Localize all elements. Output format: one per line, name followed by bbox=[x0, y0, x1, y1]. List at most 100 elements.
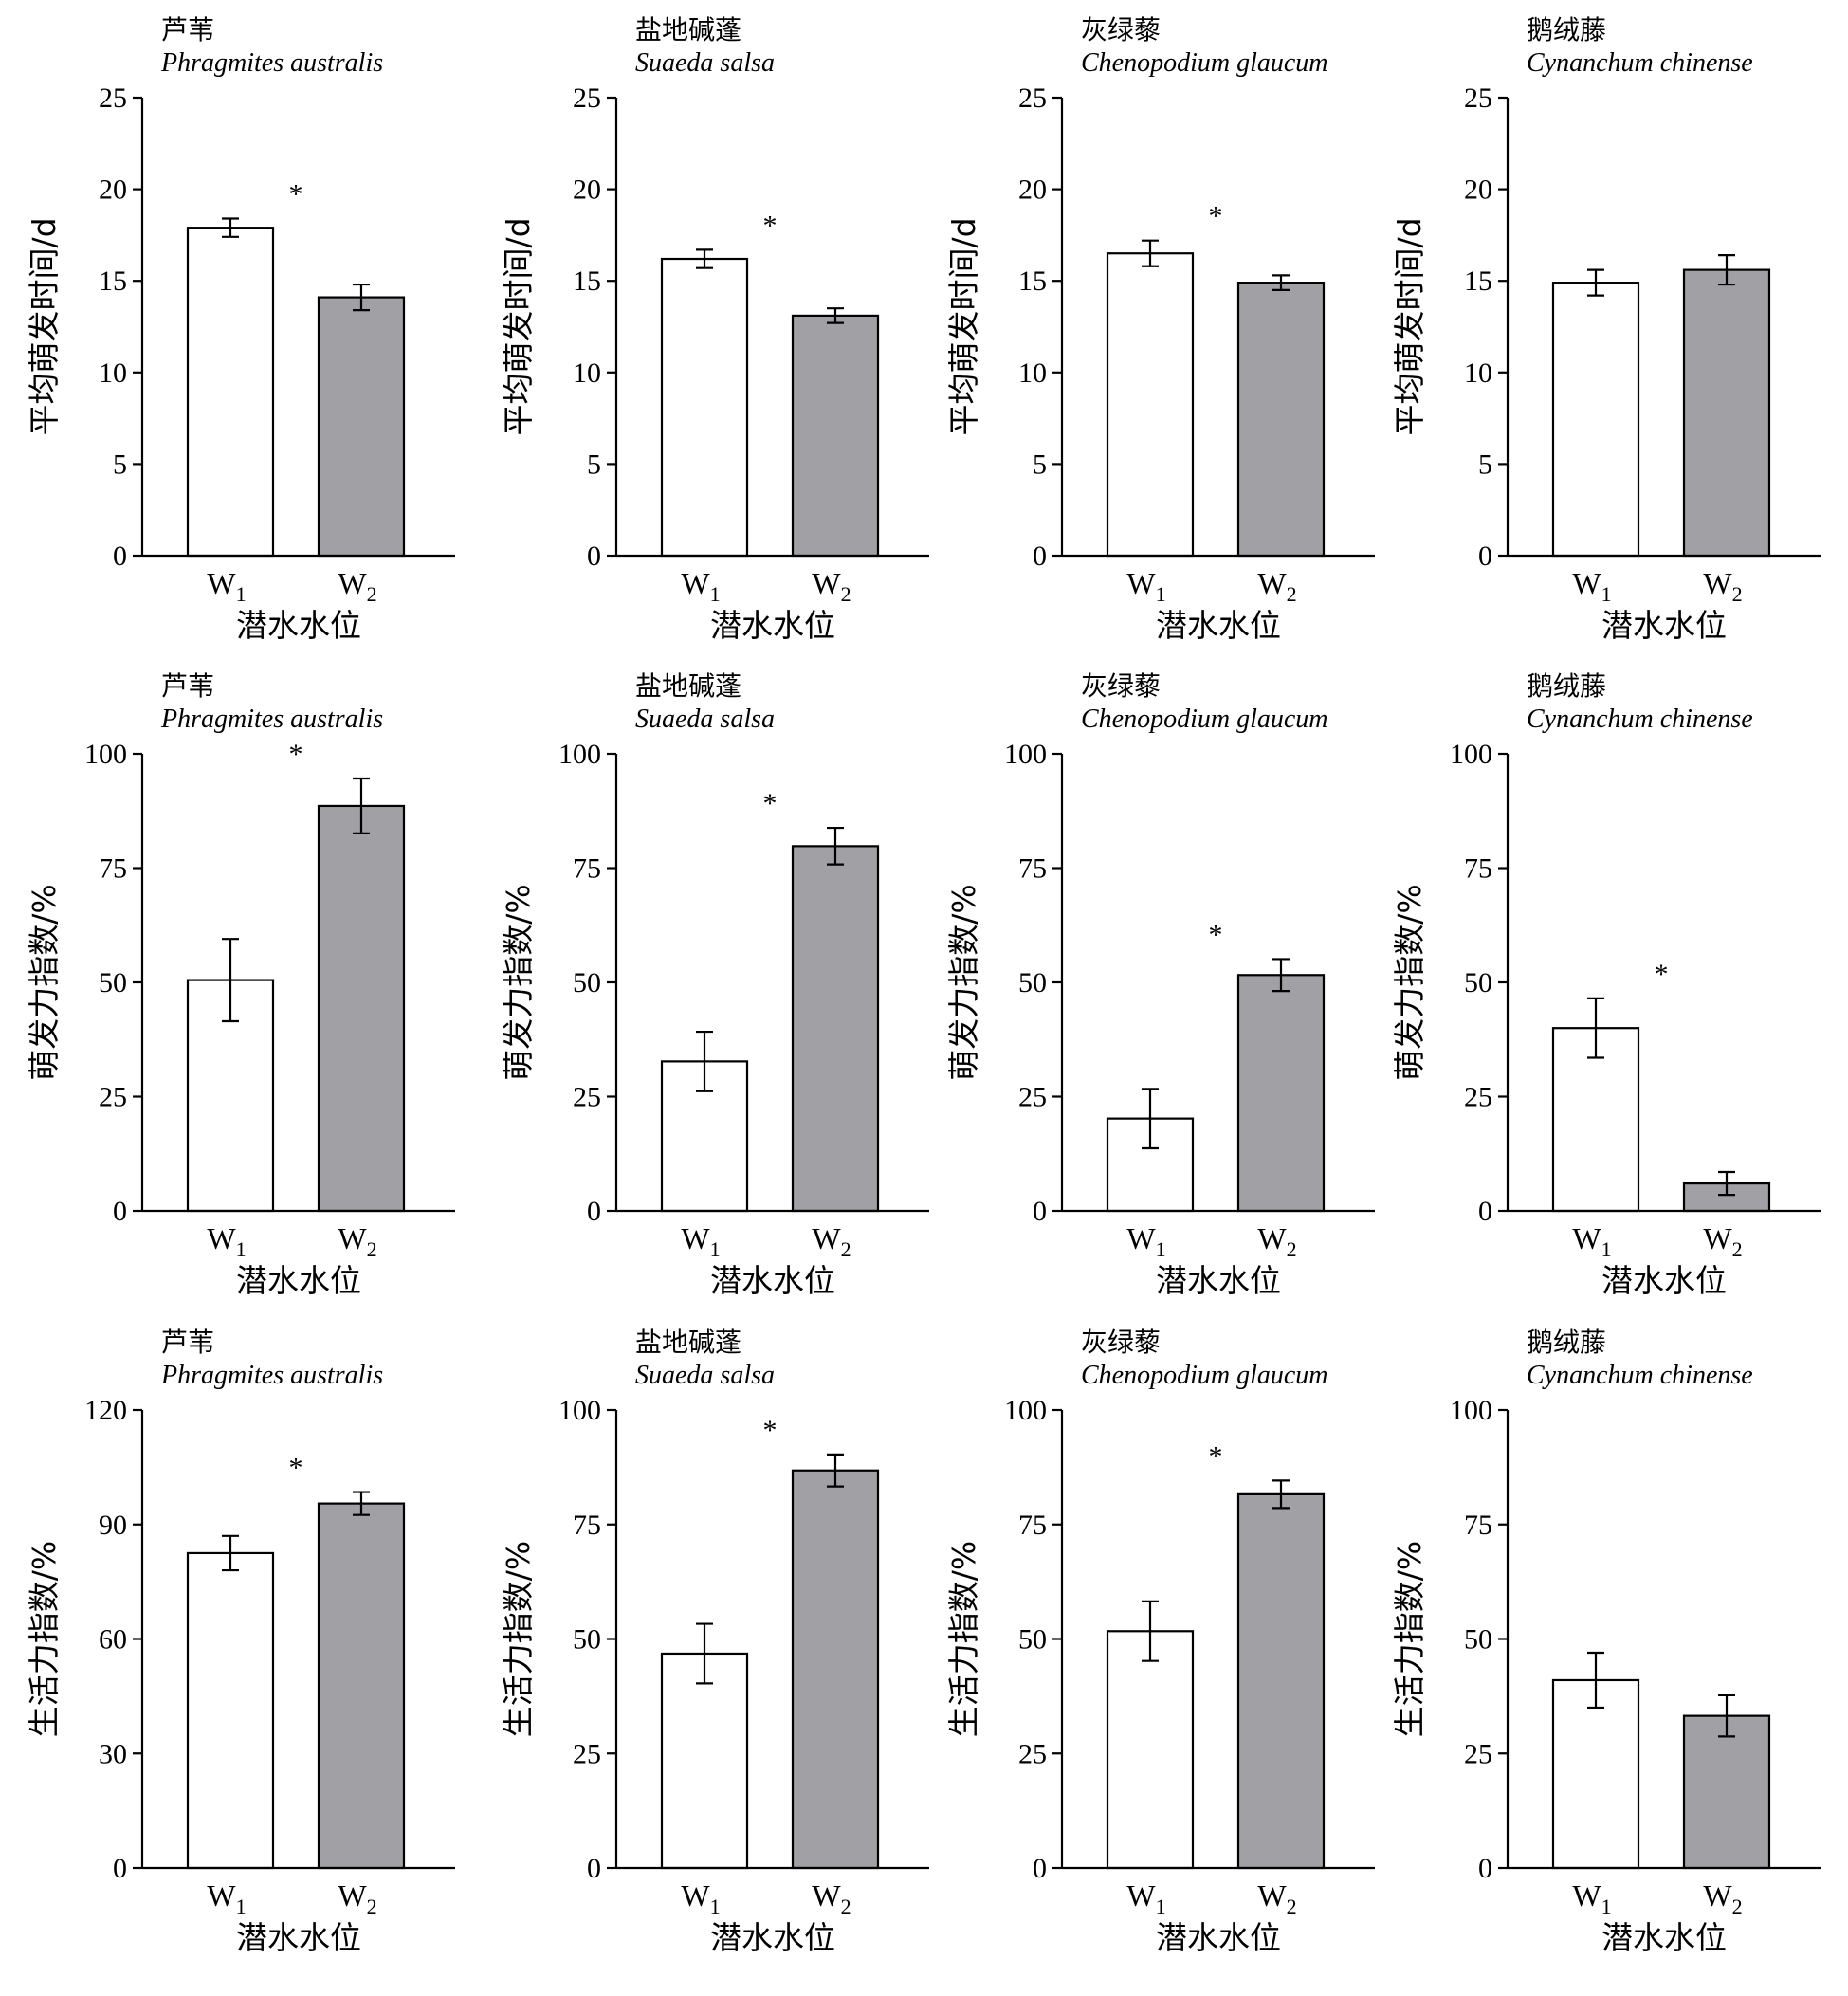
y-tick-label: 0 bbox=[1478, 1853, 1492, 1884]
bar-w2 bbox=[317, 296, 406, 558]
significance-marker: * bbox=[763, 210, 778, 241]
y-tick-label: 0 bbox=[1033, 1853, 1047, 1884]
y-tick-label: 20 bbox=[1464, 174, 1492, 206]
y-tick-label: 50 bbox=[1464, 967, 1492, 998]
y-axis-label: 平均萌发时间/d bbox=[26, 217, 63, 435]
y-tick-label: 100 bbox=[558, 739, 601, 770]
chart-8: 鹅绒藤 Cynanchum chinense 0 25 50 75 100 W1 W2 * 潜水水位… bbox=[1391, 670, 1821, 1299]
x-tick-label: W2 bbox=[1257, 1221, 1296, 1261]
y-tick-label: 25 bbox=[1018, 1738, 1047, 1769]
chart-title-latin: Cynanchum chinense bbox=[1527, 705, 1753, 734]
y-tick-label: 10 bbox=[99, 357, 127, 389]
bar-w2 bbox=[1236, 974, 1326, 1213]
x-tick-label: W1 bbox=[681, 1221, 720, 1261]
bar-w1 bbox=[186, 227, 275, 558]
y-tick-label: 25 bbox=[573, 82, 601, 114]
chart-10: 盐地碱蓬 Suaeda salsa 0 25 50 75 100 W1 W2 * 潜水水位 生活力指数… bbox=[500, 1327, 929, 1956]
chart-title-latin: Suaeda salsa bbox=[635, 705, 775, 734]
y-tick-label: 75 bbox=[1018, 853, 1047, 885]
y-axis-label: 平均萌发时间/d bbox=[1391, 217, 1428, 435]
significance-marker: * bbox=[289, 739, 303, 770]
y-axis-label: 生活力指数/% bbox=[945, 1541, 982, 1737]
y-tick-label: 0 bbox=[1478, 540, 1492, 572]
y-tick-label: 0 bbox=[1478, 1196, 1492, 1227]
chart-5: 芦苇 Phragmites australis 0 25 50 75 100 W1 W2 * 潜水水… bbox=[26, 670, 455, 1299]
chart-title-cn: 盐地碱蓬 bbox=[635, 1327, 741, 1358]
y-tick-label: 100 bbox=[84, 739, 127, 770]
y-tick-label: 25 bbox=[1018, 82, 1047, 114]
chart-title-latin: Phragmites australis bbox=[160, 48, 383, 78]
chart-title-latin: Phragmites australis bbox=[160, 705, 383, 734]
chart-title-latin: Cynanchum chinense bbox=[1527, 1361, 1753, 1390]
bar-w2 bbox=[1682, 1714, 1771, 1870]
x-tick-label: W2 bbox=[1703, 566, 1742, 606]
x-tick-label: W2 bbox=[338, 566, 376, 606]
y-tick-label: 20 bbox=[1018, 174, 1047, 206]
y-tick-label: 15 bbox=[1464, 266, 1492, 297]
y-tick-label: 0 bbox=[1033, 1196, 1047, 1227]
chart-title-cn: 芦苇 bbox=[161, 1327, 214, 1358]
x-axis-label: 潜水水位 bbox=[1156, 607, 1281, 644]
x-tick-label: W2 bbox=[338, 1221, 376, 1261]
y-tick-label: 25 bbox=[1018, 1082, 1047, 1113]
y-tick-label: 100 bbox=[558, 1395, 601, 1426]
bar-w2 bbox=[791, 1469, 880, 1870]
x-axis-label: 潜水水位 bbox=[1156, 1262, 1281, 1299]
x-tick-label: W1 bbox=[1126, 1878, 1165, 1918]
bar-w2 bbox=[1682, 268, 1771, 558]
y-tick-label: 25 bbox=[99, 82, 127, 114]
y-axis-label: 平均萌发时间/d bbox=[945, 217, 982, 435]
y-tick-label: 50 bbox=[1464, 1624, 1492, 1656]
x-tick-label: W2 bbox=[1703, 1221, 1742, 1261]
chart-title-cn: 灰绿藜 bbox=[1081, 14, 1161, 46]
y-tick-label: 25 bbox=[1464, 1738, 1492, 1769]
bar-w1 bbox=[186, 1551, 275, 1870]
x-axis-label: 潜水水位 bbox=[1601, 1919, 1727, 1956]
y-tick-label: 5 bbox=[587, 449, 601, 480]
x-tick-label: W1 bbox=[1572, 1878, 1611, 1918]
chart-title-cn: 芦苇 bbox=[161, 14, 214, 46]
y-tick-label: 60 bbox=[99, 1624, 127, 1656]
y-axis-label: 萌发力指数/% bbox=[500, 884, 537, 1080]
x-tick-label: W1 bbox=[207, 1221, 246, 1261]
y-tick-label: 0 bbox=[587, 540, 601, 572]
y-tick-label: 5 bbox=[1478, 449, 1492, 480]
y-tick-label: 50 bbox=[573, 967, 601, 998]
y-tick-label: 5 bbox=[1033, 449, 1047, 480]
y-axis-label: 平均萌发时间/d bbox=[500, 217, 537, 435]
y-tick-label: 75 bbox=[1464, 853, 1492, 885]
bar-w2 bbox=[791, 845, 880, 1213]
bar-w2 bbox=[317, 1502, 406, 1870]
bar-w1 bbox=[1551, 282, 1640, 558]
bar-w1 bbox=[1106, 1630, 1195, 1870]
y-tick-label: 75 bbox=[573, 1510, 601, 1541]
y-tick-label: 30 bbox=[99, 1738, 127, 1769]
x-tick-label: W1 bbox=[681, 566, 720, 606]
chart-11: 灰绿藜 Chenopodium glaucum 0 25 50 75 100 W1 W2 * 潜水水… bbox=[945, 1327, 1375, 1956]
x-axis-label: 潜水水位 bbox=[236, 607, 361, 644]
y-axis-label: 生活力指数/% bbox=[1391, 1541, 1428, 1737]
y-tick-label: 75 bbox=[1464, 1510, 1492, 1541]
chart-9: 芦苇 Phragmites australis 0 30 60 90 120 W1 W2 * 潜水水… bbox=[26, 1327, 455, 1956]
bar-w1 bbox=[660, 1652, 749, 1870]
significance-marker: * bbox=[289, 1453, 303, 1484]
x-tick-label: W1 bbox=[207, 566, 246, 606]
x-axis-label: 潜水水位 bbox=[1601, 607, 1727, 644]
y-tick-label: 100 bbox=[1004, 1395, 1047, 1426]
significance-marker: * bbox=[1209, 919, 1223, 950]
y-axis-label: 萌发力指数/% bbox=[945, 884, 982, 1080]
x-axis-label: 潜水水位 bbox=[710, 607, 835, 644]
significance-marker: * bbox=[763, 1415, 778, 1446]
x-axis-label: 潜水水位 bbox=[236, 1919, 361, 1956]
y-tick-label: 10 bbox=[1018, 357, 1047, 389]
x-tick-label: W2 bbox=[812, 1221, 851, 1261]
y-tick-label: 25 bbox=[573, 1082, 601, 1113]
x-tick-label: W1 bbox=[1126, 566, 1165, 606]
y-tick-label: 15 bbox=[99, 266, 127, 297]
y-tick-label: 120 bbox=[84, 1395, 127, 1426]
x-axis-label: 潜水水位 bbox=[236, 1262, 361, 1299]
y-tick-label: 100 bbox=[1450, 739, 1492, 770]
y-tick-label: 25 bbox=[1464, 1082, 1492, 1113]
